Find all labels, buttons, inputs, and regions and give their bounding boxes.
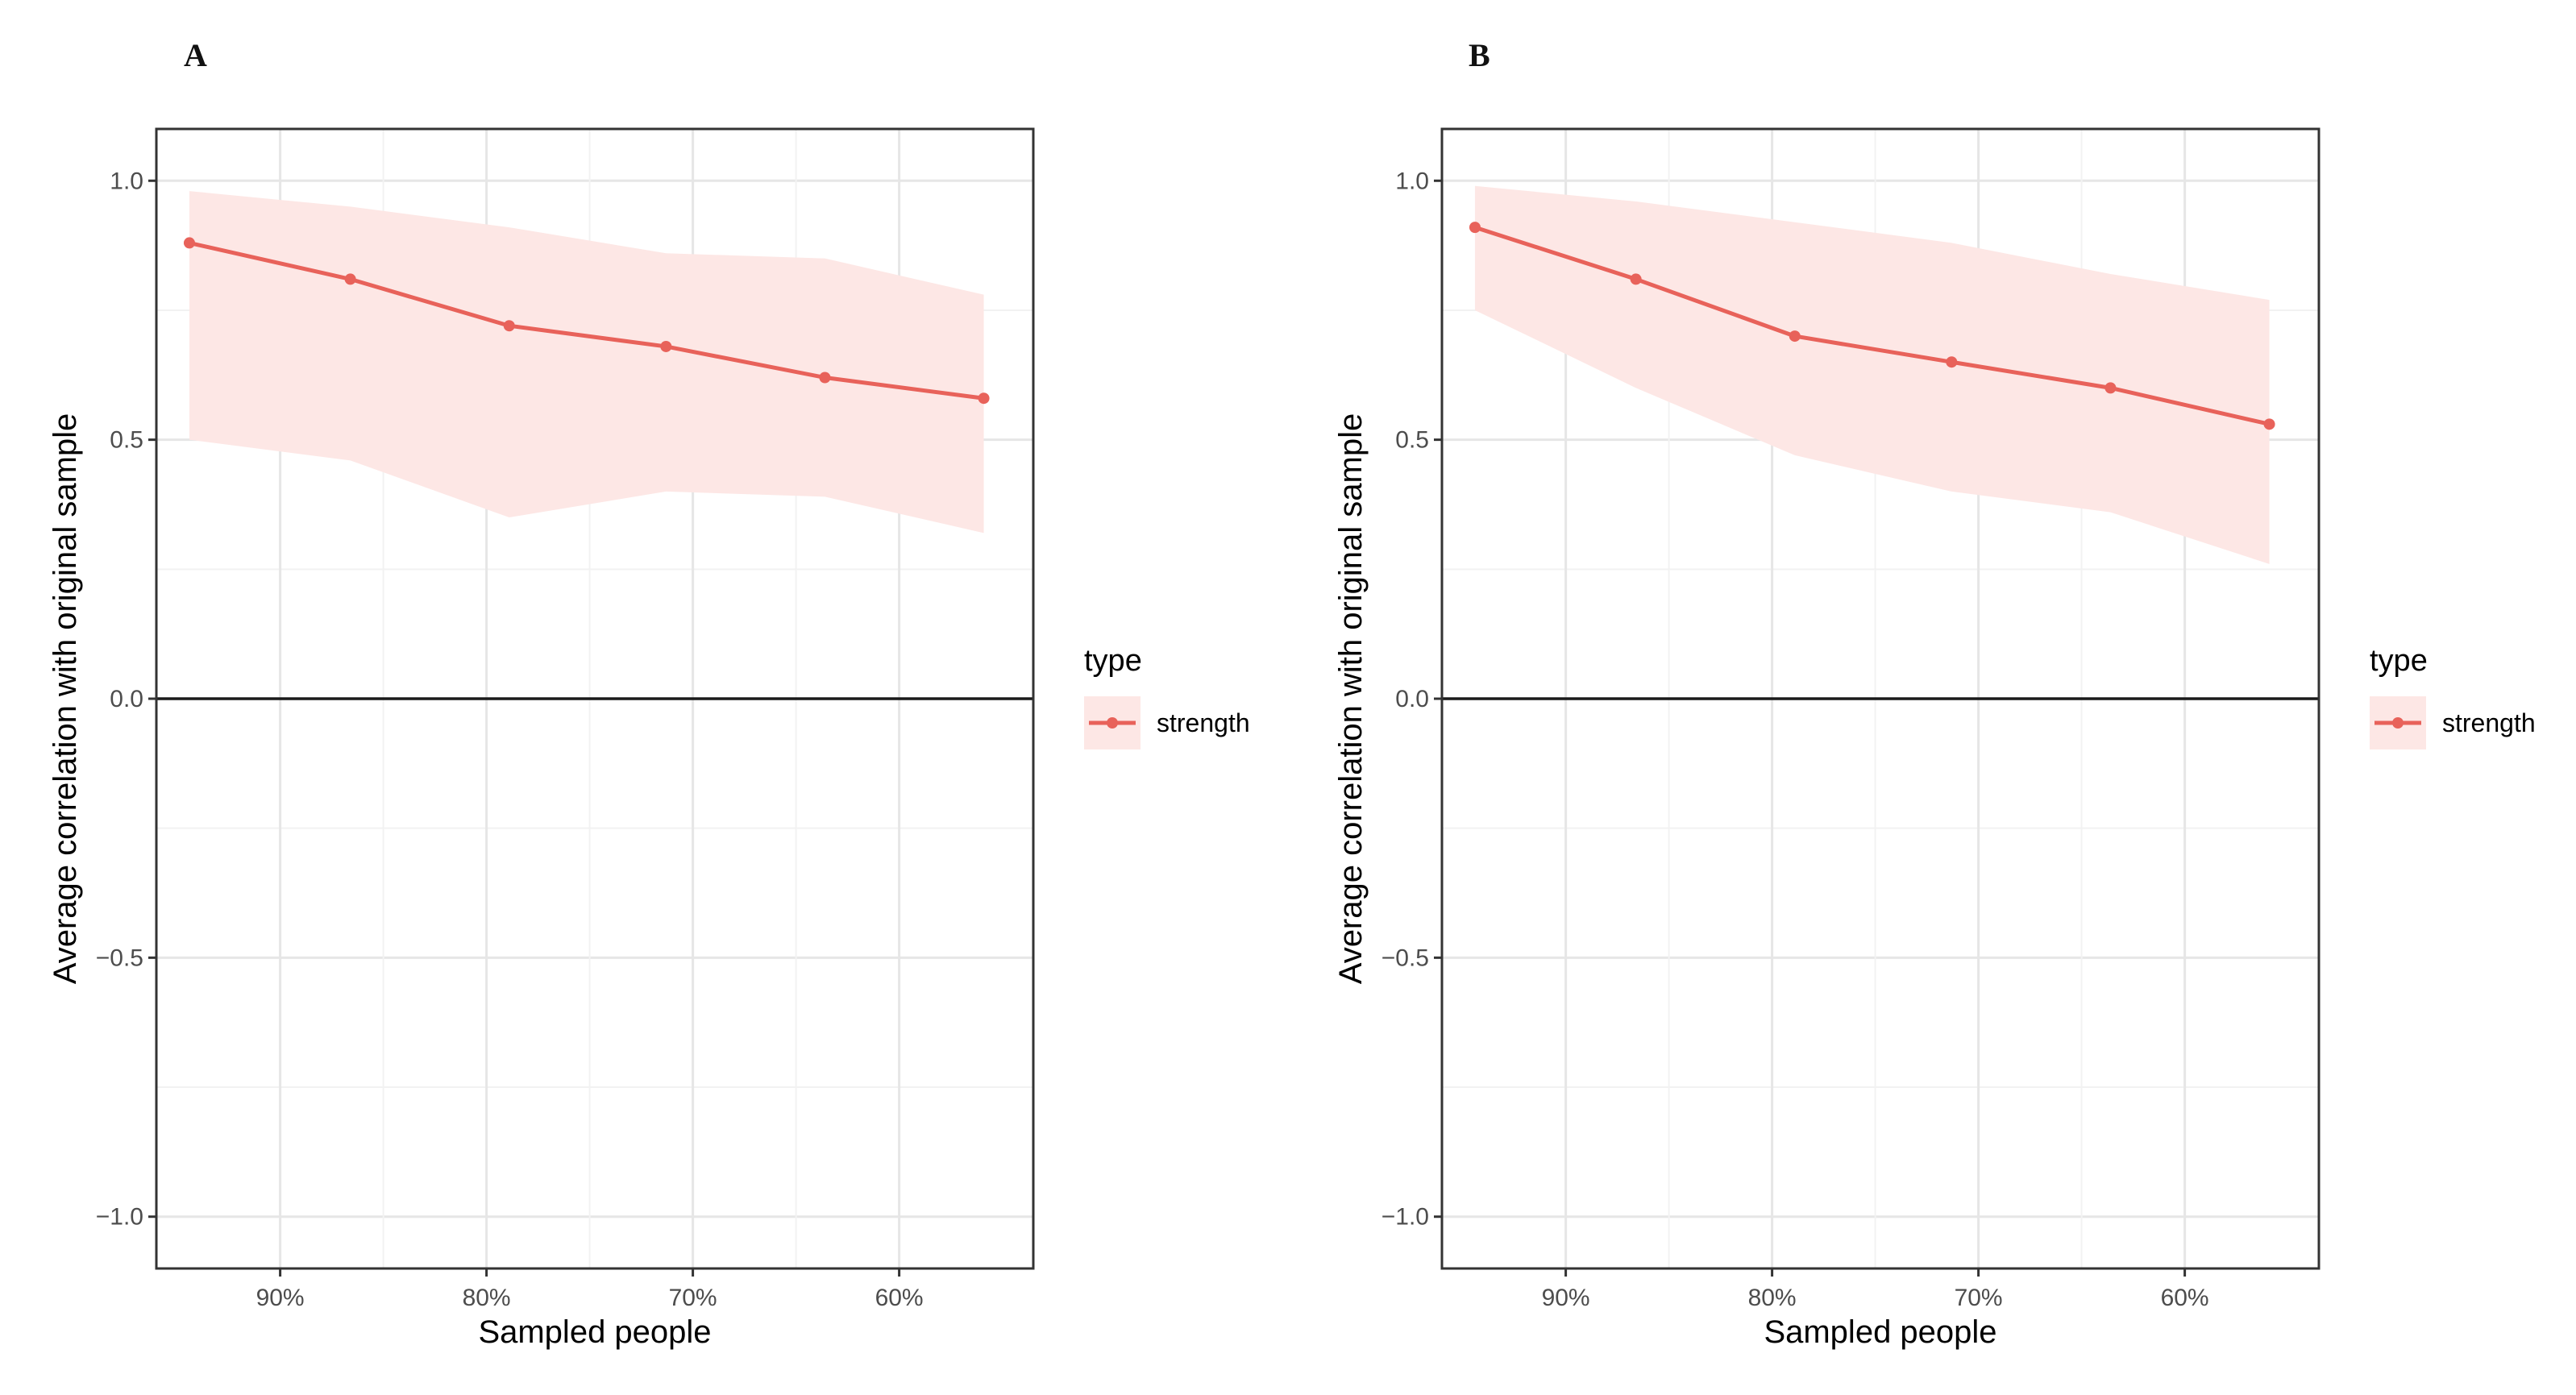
y-tick-label: −0.5 [1381, 945, 1429, 971]
panel-letter: A [184, 37, 207, 73]
panel-letter: B [1469, 37, 1490, 73]
x-axis-title: Sampled people [1764, 1314, 1996, 1350]
data-point [2263, 418, 2275, 430]
chart-panel-a: A −1.0 −0.5 0.0 0.5 1.0 90% 80% 70% 60% Sampled pe… [48, 37, 1250, 1350]
legend-label: strength [2442, 708, 2536, 737]
data-point [819, 372, 831, 384]
data-point [1789, 330, 1801, 343]
chart-panel-b: B −1.0 −0.5 0.0 0.5 1.0 90% 80% 70% 60% Sampled pe… [1333, 37, 2536, 1350]
x-tick-label: 70% [669, 1285, 717, 1311]
x-tick-label: 90% [256, 1285, 305, 1311]
y-tick-label: 1.0 [1395, 168, 1429, 194]
legend-title: type [2370, 644, 2428, 678]
x-tick-label: 70% [1955, 1285, 2003, 1311]
confidence-ribbon [1474, 185, 2270, 564]
confidence-ribbon [189, 191, 984, 534]
y-tick-label: −0.5 [96, 945, 143, 971]
data-point [1630, 273, 1642, 285]
y-tick-label: 0.0 [110, 686, 143, 712]
y-axis-title: Average correlation with original sample [1333, 413, 1369, 985]
y-axis-title: Average correlation with original sample [48, 413, 83, 985]
series-line-strength [189, 240, 984, 401]
data-point [660, 340, 672, 352]
x-tick-label: 60% [875, 1285, 924, 1311]
series-line-strength [1474, 225, 2271, 426]
data-point [503, 320, 515, 332]
y-tick-label: −1.0 [96, 1204, 143, 1231]
legend-title: type [1084, 644, 1142, 678]
x-tick-label: 80% [1748, 1285, 1797, 1311]
x-tick-label: 90% [1542, 1285, 1590, 1311]
legend: type strength [2370, 644, 2536, 749]
data-point [2104, 382, 2117, 394]
legend: type strength [1084, 644, 1250, 749]
data-point [1469, 222, 1481, 234]
y-tick-label: 0.0 [1395, 686, 1429, 712]
y-tick-label: 1.0 [110, 168, 143, 194]
legend-key-point [1107, 717, 1118, 729]
data-point [344, 273, 356, 285]
data-point [978, 392, 990, 405]
x-tick-label: 60% [2161, 1285, 2209, 1311]
legend-label: strength [1157, 708, 1250, 737]
y-tick-label: 0.5 [1395, 427, 1429, 454]
y-tick-label: −1.0 [1381, 1204, 1429, 1231]
legend-key-point [2392, 717, 2404, 729]
data-point [183, 237, 195, 249]
data-point [1946, 356, 1958, 368]
x-axis-title: Sampled people [478, 1314, 711, 1350]
y-tick-label: 0.5 [110, 427, 143, 454]
x-tick-label: 80% [463, 1285, 511, 1311]
